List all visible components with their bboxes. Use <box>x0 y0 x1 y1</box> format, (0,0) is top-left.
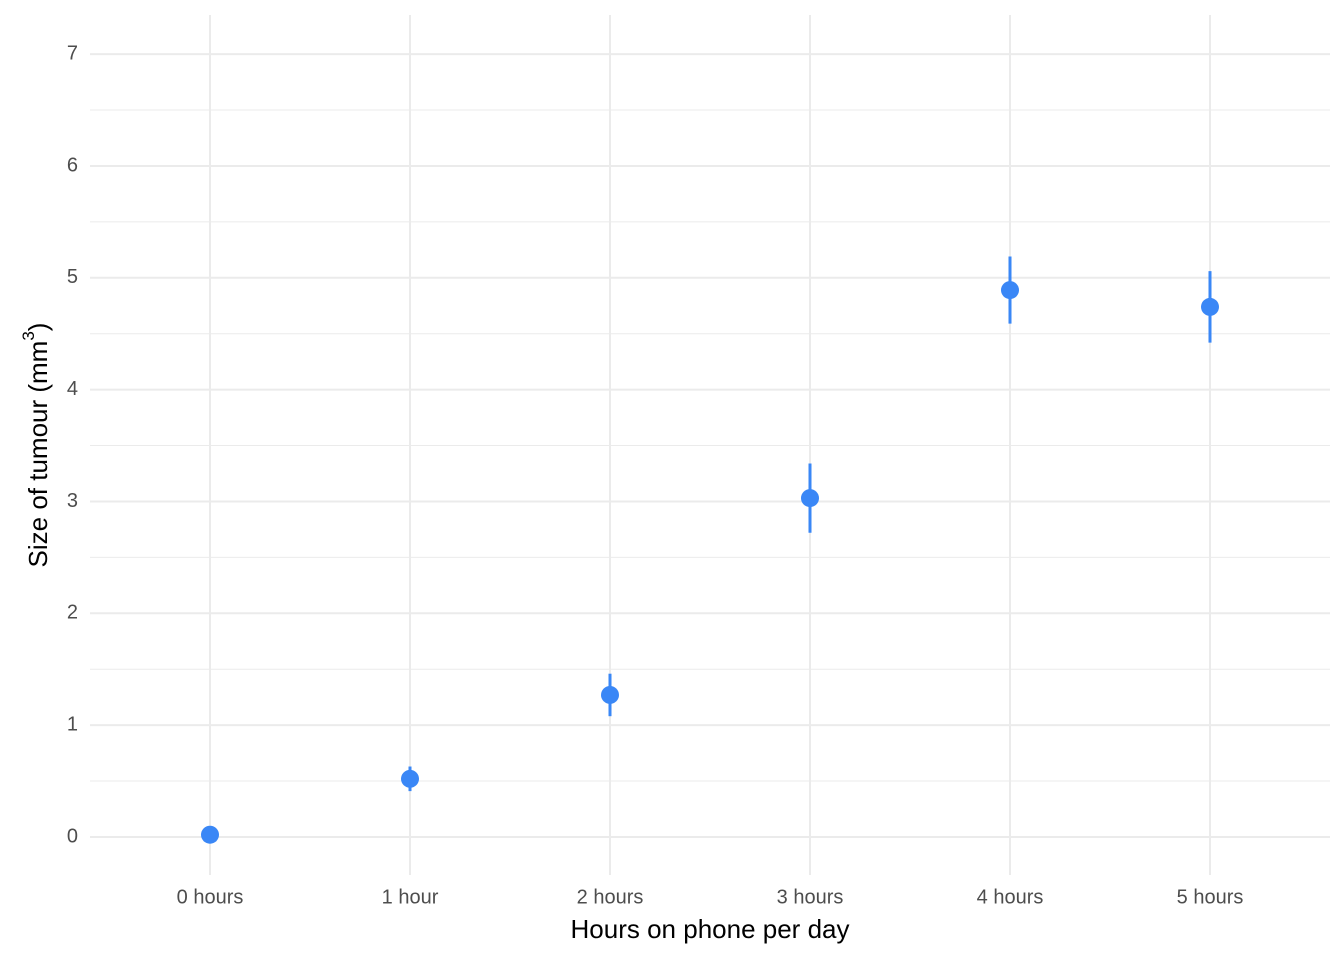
x-tick-label: 3 hours <box>777 886 844 908</box>
y-tick-label: 4 <box>67 378 78 400</box>
x-tick-label: 5 hours <box>1177 886 1244 908</box>
y-tick-label: 0 <box>67 825 78 847</box>
point <box>601 685 619 704</box>
y-tick-label: 5 <box>67 266 78 288</box>
y-axis-title: Size of tumour (mm3) <box>19 323 52 568</box>
y-tick-label: 1 <box>67 713 78 735</box>
y-tick-label: 6 <box>67 154 78 176</box>
x-axis-title: Hours on phone per day <box>571 914 850 944</box>
y-axis-title-text: Size of tumour (mm <box>23 341 53 568</box>
x-tick-label: 0 hours <box>177 886 244 908</box>
point <box>401 769 419 788</box>
y-tick-label: 7 <box>67 42 78 64</box>
y-tick-label: 2 <box>67 602 78 624</box>
point <box>1201 297 1219 316</box>
y-tick-label: 3 <box>67 490 78 512</box>
y-axis-title-superscript: 3 <box>19 331 38 340</box>
point <box>201 825 219 844</box>
point <box>801 489 819 508</box>
x-tick-label: 4 hours <box>977 886 1044 908</box>
x-tick-label: 1 hour <box>382 886 439 908</box>
y-axis-title-suffix: ) <box>23 323 53 332</box>
x-tick-label: 2 hours <box>577 886 644 908</box>
point <box>1001 281 1019 300</box>
